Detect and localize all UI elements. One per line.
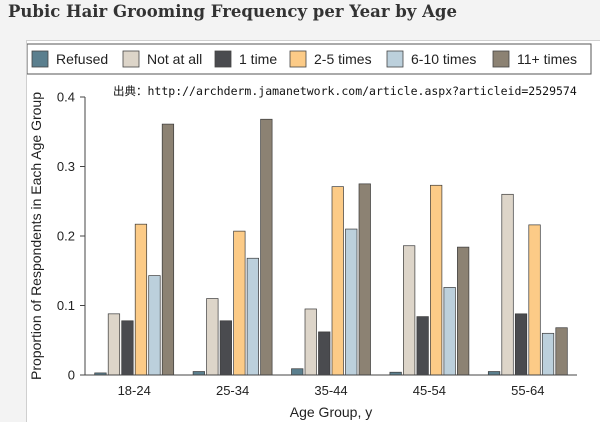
x-tick-label: 25-34	[216, 383, 249, 398]
y-tick-label: 0.3	[57, 159, 75, 174]
x-tick-label: 35-44	[314, 383, 347, 398]
bar-chart: Refused Not at all 1 time 2-5 times 6-10 tim…	[27, 43, 592, 420]
legend-label-refused: Refused	[56, 51, 108, 67]
y-tick-label: 0.4	[57, 90, 75, 105]
bar-2-5-times-45-54	[430, 184, 443, 376]
legend-swatch-11-times	[492, 50, 510, 68]
source-url: 出典：http://archderm.jamanetwork.com/artic…	[113, 84, 577, 98]
legend-label-11-times: 11+ times	[517, 51, 577, 67]
bar-refused-55-64	[487, 371, 501, 376]
y-tick-label: 0.1	[57, 298, 75, 313]
bar-6-10-times-45-54	[443, 287, 456, 376]
bar-refused-35-44	[291, 368, 304, 376]
bar-not-at-all-25-34	[206, 298, 219, 376]
x-tick-label: 55-64	[511, 383, 544, 398]
legend-label-1-time: 1 time	[239, 51, 277, 67]
bar-1-time-25-34	[219, 320, 232, 376]
bar-refused-25-34	[192, 371, 205, 376]
x-axis-title: Age Group, y	[290, 404, 373, 420]
legend-swatch-not-at-all	[122, 50, 140, 68]
bar-not-at-all-45-54	[403, 245, 416, 376]
bar-1-time-45-54	[416, 316, 429, 376]
legend-swatch-1-time	[214, 50, 232, 68]
x-tick-label: 45-54	[413, 383, 446, 398]
bar-6-10-times-18-24	[148, 275, 161, 376]
legend-label-2-5-times: 2-5 times	[314, 51, 372, 67]
chart-legend: Refused Not at all 1 time 2-5 times 6-10 tim…	[27, 43, 592, 75]
y-axis: 0 0.1 0.2 0.3 0.4	[57, 90, 86, 383]
legend-label-6-10-times: 6-10 times	[411, 51, 476, 67]
bar-11-times-45-54	[457, 246, 470, 376]
bar-1-time-55-64	[514, 313, 528, 376]
bar-not-at-all-55-64	[501, 193, 514, 376]
legend-swatch-6-10-times	[386, 50, 404, 68]
x-tick-label: 18-24	[118, 383, 151, 398]
x-axis: 18-24 25-34 35-44 45-54 55-64	[85, 374, 577, 398]
legend-swatch-2-5-times	[289, 50, 307, 68]
bar-2-5-times-35-44	[331, 186, 344, 376]
bar-11-times-35-44	[358, 183, 371, 376]
bar-not-at-all-35-44	[304, 308, 317, 376]
bar-1-time-35-44	[318, 331, 331, 376]
bar-1-time-18-24	[121, 320, 134, 376]
page-title: Pubic Hair Grooming Frequency per Year b…	[8, 2, 457, 21]
bar-6-10-times-55-64	[541, 332, 555, 376]
y-axis-title: Proportion of Respondents in Each Age Gr…	[28, 92, 44, 380]
y-tick-label: 0.2	[57, 229, 75, 244]
bar-2-5-times-18-24	[134, 223, 148, 376]
bar-2-5-times-25-34	[233, 230, 246, 376]
bar-2-5-times-55-64	[528, 224, 541, 376]
bar-6-10-times-25-34	[246, 257, 259, 376]
bar-11-times-18-24	[161, 123, 175, 376]
bar-series	[94, 118, 568, 376]
bar-not-at-all-18-24	[107, 313, 121, 376]
chart-panel: Refused Not at all 1 time 2-5 times 6-10 tim…	[26, 40, 600, 422]
y-tick-label: 0	[68, 368, 75, 383]
bar-6-10-times-35-44	[345, 228, 358, 376]
bar-11-times-55-64	[555, 327, 568, 376]
bar-11-times-25-34	[260, 118, 273, 376]
legend-label-not-at-all: Not at all	[147, 51, 202, 67]
legend-swatch-refused	[31, 50, 49, 68]
